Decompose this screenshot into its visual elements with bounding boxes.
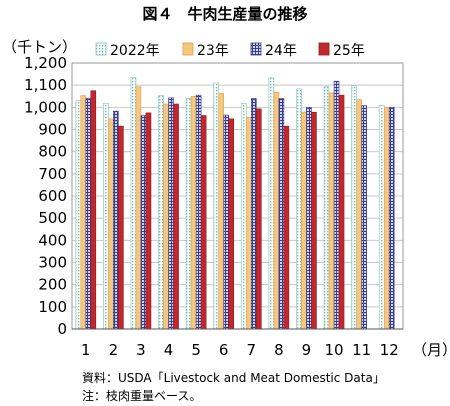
x-tick-label: 7 (247, 341, 257, 359)
y-tick-label: 300 (38, 254, 67, 272)
x-tick-label: 9 (302, 341, 312, 359)
bar (323, 86, 330, 330)
bar (103, 103, 109, 330)
y-tick-label: 200 (38, 276, 67, 294)
bar (240, 103, 247, 330)
y-tick-label: 1,100 (24, 76, 67, 94)
bar (200, 115, 207, 330)
legend-label: 25年 (333, 43, 365, 59)
legend-label: 23年 (197, 43, 229, 59)
bar (383, 107, 390, 330)
x-tick-label: 11 (352, 341, 371, 359)
bar (278, 98, 285, 330)
bar (283, 125, 290, 330)
y-tick-label: 1,200 (24, 54, 67, 72)
legend: 2022年 23年 24年 25年 (95, 42, 365, 59)
y-axis-ticks: 0 100 200 300 400 500 600 700 800 900 1,000 1,100 1,… (24, 54, 67, 338)
bar (388, 107, 395, 330)
bar (118, 125, 124, 330)
bar (338, 94, 345, 330)
bar (328, 92, 335, 330)
bar (268, 77, 275, 330)
x-tick-label: 12 (380, 341, 399, 359)
bar (108, 118, 114, 330)
bar (130, 77, 137, 330)
bar (75, 100, 82, 330)
bar (218, 93, 225, 330)
bar (245, 117, 252, 330)
bar (333, 80, 340, 330)
chart-title: 図４ 牛肉生産量の推移 (142, 5, 307, 23)
y-tick-label: 400 (38, 231, 67, 249)
x-tick-label: 6 (219, 341, 229, 359)
x-axis-label: （月） (412, 341, 450, 359)
x-tick-label: 1 (81, 341, 91, 359)
x-tick-label: 8 (274, 341, 284, 359)
bar (168, 97, 174, 330)
bar (158, 95, 164, 330)
bar (135, 86, 142, 330)
bar (195, 94, 202, 330)
bar (311, 111, 317, 330)
legend-label: 2022年 (110, 43, 160, 59)
bar (361, 105, 367, 330)
bar (378, 105, 385, 330)
remark-note: 注：枝肉重量ベース。 (82, 388, 201, 403)
source-note: 資料：USDA「Livestock and Meat Domestic Data… (82, 371, 385, 385)
bar (223, 114, 230, 330)
legend-swatch (95, 42, 107, 56)
y-tick-label: 100 (38, 298, 67, 316)
y-tick-label: 600 (38, 187, 67, 205)
y-tick-label: 1,000 (24, 98, 67, 116)
bar (80, 95, 87, 330)
legend-swatch (318, 42, 330, 56)
bar (273, 91, 280, 330)
legend-swatch (250, 42, 262, 56)
bar (140, 115, 147, 330)
x-tick-label: 2 (109, 341, 119, 359)
y-tick-label: 700 (38, 165, 67, 183)
bars (75, 77, 395, 330)
bar (90, 90, 97, 330)
bar (173, 103, 179, 330)
bar (213, 82, 220, 330)
bar (296, 88, 302, 330)
y-tick-label: 800 (38, 143, 67, 161)
bar (255, 108, 262, 330)
x-tick-label: 3 (136, 341, 146, 359)
bar (113, 110, 119, 330)
bar (306, 107, 312, 330)
bar (185, 98, 192, 330)
x-axis-ticks: 1 2 3 4 5 6 7 8 9 10 11 12 (81, 341, 399, 359)
bar (190, 95, 197, 330)
bar (301, 111, 307, 330)
x-tick-label: 10 (324, 341, 343, 359)
bar (250, 98, 257, 330)
legend-swatch (182, 42, 194, 56)
y-tick-label: 500 (38, 209, 67, 227)
bar (228, 118, 235, 330)
axes (71, 62, 404, 330)
bar (145, 112, 152, 330)
bar (163, 103, 169, 330)
legend-label: 24年 (265, 43, 297, 59)
bar (356, 99, 362, 330)
bar (351, 85, 357, 330)
x-tick-label: 4 (164, 341, 174, 359)
x-tick-label: 5 (191, 341, 201, 359)
bar (85, 98, 92, 330)
y-tick-label: 0 (57, 320, 67, 338)
y-tick-label: 900 (38, 121, 67, 139)
y-axis-label: （千トン） (2, 38, 77, 56)
